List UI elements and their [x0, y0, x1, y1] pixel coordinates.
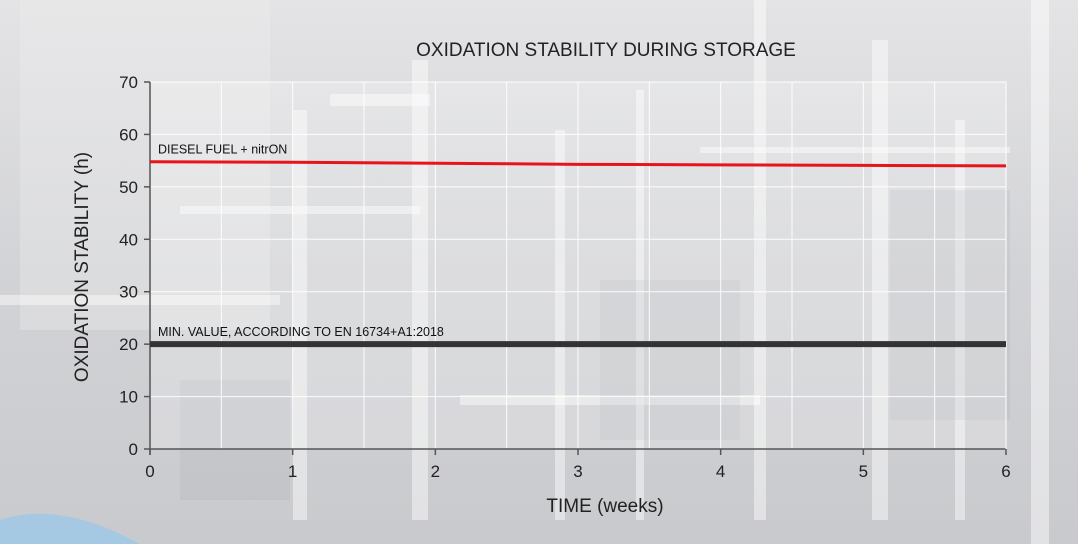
- y-tick-label: 70: [119, 73, 138, 92]
- x-tick-label: 3: [573, 462, 582, 481]
- y-tick-label: 20: [119, 335, 138, 354]
- y-tick-label: 50: [119, 178, 138, 197]
- series-label-1: DIESEL FUEL + nitrON: [158, 143, 287, 157]
- x-axis-label: TIME (weeks): [546, 496, 663, 517]
- y-axis-label: OXIDATION STABILITY (h): [72, 152, 93, 382]
- y-tick-label: 30: [119, 283, 138, 302]
- y-tick-label: 40: [119, 230, 138, 249]
- x-tick-label: 6: [1001, 462, 1010, 481]
- x-tick-label: 4: [716, 462, 725, 481]
- y-tick-label: 0: [129, 440, 138, 459]
- x-tick-label: 2: [431, 462, 440, 481]
- series-line-1: [149, 160, 1007, 168]
- x-tick-label: 0: [145, 462, 154, 481]
- x-tick-label: 1: [288, 462, 297, 481]
- series-labels: DIESEL FUEL + nitrON MIN. VALUE, ACCORDIN…: [158, 143, 444, 339]
- chart-title: OXIDATION STABILITY DURING STORAGE: [416, 40, 796, 61]
- y-tick-labels: 0 10 20 30 40 50 60 70: [119, 73, 138, 459]
- y-tick-label: 60: [119, 125, 138, 144]
- y-tick-label: 10: [119, 388, 138, 407]
- x-tick-labels: 0 1 2 3 4 5 6: [145, 462, 1010, 481]
- axes: [144, 81, 1007, 455]
- series-label-2: MIN. VALUE, ACCORDING TO EN 16734+A1:201…: [158, 325, 444, 339]
- x-tick-label: 5: [859, 462, 868, 481]
- series-lines: [149, 160, 1007, 348]
